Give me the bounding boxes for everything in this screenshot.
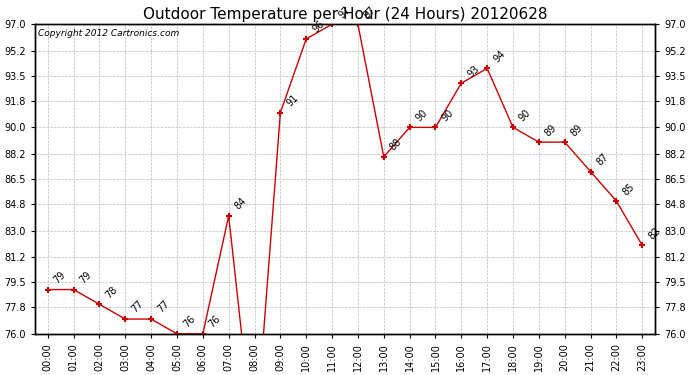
Text: 91: 91 bbox=[284, 93, 300, 108]
Text: 97: 97 bbox=[362, 4, 378, 20]
Title: Outdoor Temperature per Hour (24 Hours) 20120628: Outdoor Temperature per Hour (24 Hours) … bbox=[143, 7, 547, 22]
Text: 90: 90 bbox=[440, 108, 455, 123]
Text: 79: 79 bbox=[52, 270, 68, 285]
Text: 68: 68 bbox=[0, 374, 1, 375]
Text: 77: 77 bbox=[155, 299, 171, 315]
Text: 82: 82 bbox=[647, 225, 662, 241]
Text: 79: 79 bbox=[78, 270, 94, 285]
Text: 97: 97 bbox=[336, 4, 352, 20]
Text: 85: 85 bbox=[620, 181, 636, 197]
Text: 94: 94 bbox=[491, 48, 507, 64]
Text: 77: 77 bbox=[130, 299, 146, 315]
Text: 76: 76 bbox=[181, 314, 197, 330]
Text: 88: 88 bbox=[388, 137, 404, 153]
Text: 76: 76 bbox=[207, 314, 223, 330]
Text: 89: 89 bbox=[569, 122, 584, 138]
Text: 90: 90 bbox=[414, 108, 429, 123]
Text: 78: 78 bbox=[104, 284, 119, 300]
Text: 89: 89 bbox=[543, 122, 559, 138]
Text: 90: 90 bbox=[518, 108, 533, 123]
Text: 93: 93 bbox=[466, 63, 481, 79]
Text: 84: 84 bbox=[233, 196, 248, 211]
Text: 87: 87 bbox=[595, 152, 611, 168]
Text: 96: 96 bbox=[310, 19, 326, 35]
Text: Copyright 2012 Cartronics.com: Copyright 2012 Cartronics.com bbox=[38, 29, 179, 38]
